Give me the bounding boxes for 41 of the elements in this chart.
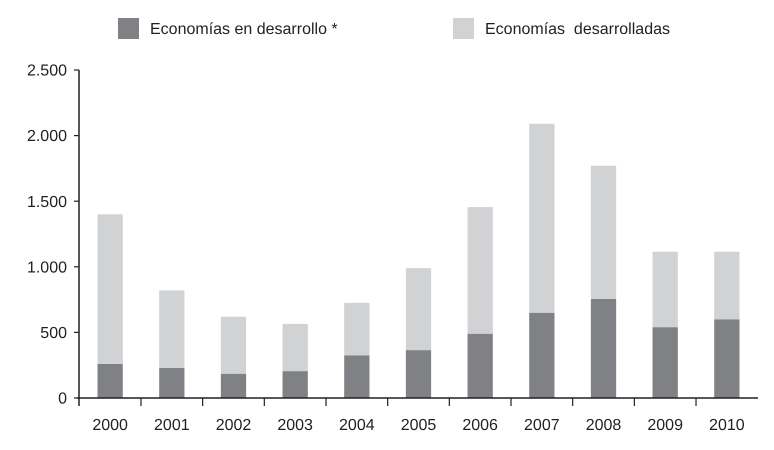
- y-tick-label: 1.500: [26, 194, 68, 211]
- x-tick-label: 2008: [586, 417, 622, 434]
- bar: [344, 355, 370, 398]
- bar: [159, 290, 184, 368]
- bar: [468, 207, 493, 334]
- bar: [590, 166, 616, 299]
- bar: [282, 371, 308, 398]
- x-tick-label: 2001: [154, 417, 190, 434]
- x-tick-label: 2004: [339, 417, 375, 434]
- x-tick-label: 2000: [92, 417, 128, 434]
- bar: [98, 364, 123, 398]
- y-tick-label: 0: [58, 390, 68, 408]
- bar: [529, 312, 554, 398]
- bar: [406, 268, 432, 350]
- x-tick-label: 2002: [216, 417, 252, 434]
- bar: [468, 334, 493, 398]
- bar: [406, 350, 432, 398]
- y-tick-label: 2.500: [26, 62, 68, 80]
- x-tick-label: 2009: [647, 417, 684, 434]
- bar: [220, 316, 246, 374]
- bar: [98, 214, 123, 364]
- legend-label: Economías desarrolladas: [485, 21, 670, 38]
- x-tick-label: 2007: [524, 417, 560, 434]
- bar: [652, 327, 678, 398]
- x-tick-label: 2005: [400, 417, 436, 434]
- bar: [529, 124, 554, 313]
- bar: [714, 319, 740, 398]
- bar: [282, 324, 308, 372]
- bar: [344, 302, 370, 356]
- y-tick-label: 1.000: [26, 259, 68, 276]
- bar: [590, 298, 616, 398]
- bar: [714, 252, 740, 320]
- x-tick-label: 2003: [277, 417, 314, 434]
- y-tick-label: 2.000: [26, 128, 68, 146]
- legend-label: Economías en desarrollo *: [150, 21, 338, 38]
- bar: [159, 368, 184, 398]
- x-tick-label: 2006: [462, 417, 498, 434]
- bar: [220, 374, 246, 398]
- x-tick-label: 2010: [709, 417, 745, 434]
- y-tick-label: 500: [40, 325, 68, 342]
- bar: [652, 252, 678, 328]
